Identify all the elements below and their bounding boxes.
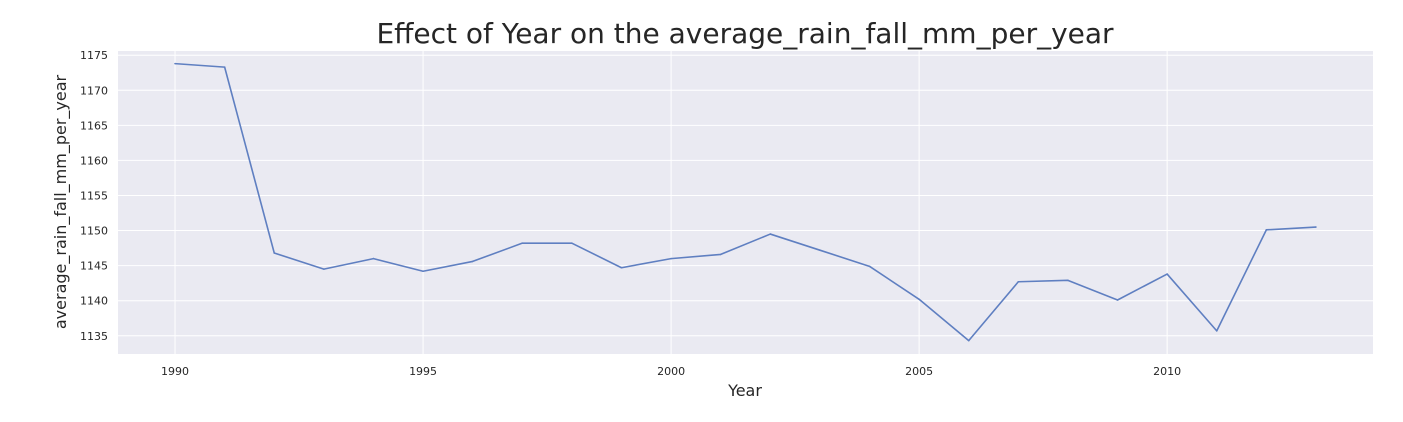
plot-area: [118, 51, 1373, 354]
data-point: [769, 233, 772, 235]
data-point: [323, 268, 325, 270]
data-point: [1215, 330, 1218, 332]
y-tick-label: 1140: [80, 295, 108, 308]
y-tick-label: 1170: [80, 84, 108, 97]
series-line: [174, 62, 1316, 342]
data-point: [571, 242, 573, 244]
series-layer: [174, 62, 1317, 342]
data-point: [868, 265, 871, 268]
data-point: [1017, 280, 1020, 283]
y-axis-label: average_rain_fall_mm_per_year: [51, 74, 71, 329]
data-point: [1315, 226, 1317, 228]
data-point: [273, 252, 276, 254]
tick-labels: 1990 1995 2000 2005 2010 1135 1140 1145 1150 1155…: [80, 49, 1181, 378]
y-tick-label: 1155: [80, 189, 108, 202]
data-point: [1067, 279, 1069, 282]
data-point: [1265, 229, 1268, 231]
x-tick-label: 2010: [1153, 365, 1181, 378]
chart-title: Effect of Year on the average_rain_fall_…: [376, 17, 1114, 50]
data-point: [174, 62, 176, 65]
data-point: [819, 249, 821, 251]
data-point: [1166, 273, 1168, 275]
data-point: [1116, 299, 1119, 301]
x-axis-label: Year: [727, 381, 762, 400]
data-point: [918, 298, 920, 301]
data-point: [670, 257, 672, 260]
y-tick-label: 1160: [80, 154, 108, 167]
data-point: [620, 266, 623, 269]
x-tick-label: 1995: [409, 365, 437, 378]
y-tick-label: 1135: [80, 330, 108, 343]
data-point: [372, 257, 375, 260]
data-point: [422, 270, 424, 273]
data-point: [719, 253, 722, 256]
y-tick-label: 1145: [80, 260, 108, 273]
x-tick-label: 1990: [161, 365, 189, 378]
grid-lines: [118, 51, 1373, 354]
data-point: [223, 66, 226, 68]
data-point: [471, 260, 474, 263]
data-point: [521, 242, 524, 244]
y-tick-label: 1150: [80, 225, 108, 238]
y-tick-label: 1175: [80, 49, 108, 62]
data-point: [967, 339, 970, 342]
x-tick-label: 2005: [905, 365, 933, 378]
x-tick-label: 2000: [657, 365, 685, 378]
y-tick-label: 1165: [80, 119, 108, 132]
